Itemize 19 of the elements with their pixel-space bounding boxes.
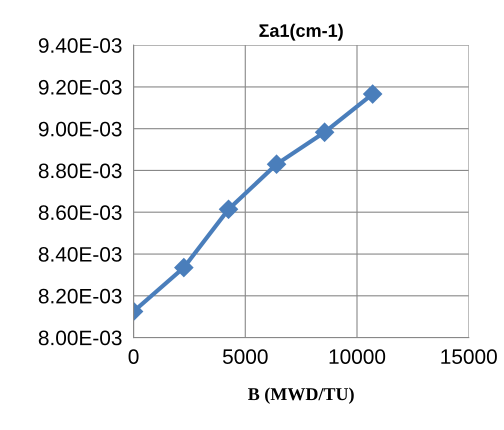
x-tick-label: 15000 bbox=[441, 349, 497, 364]
point bbox=[315, 122, 334, 142]
y-tick-label: 8.20E-03 bbox=[38, 288, 122, 304]
y-tick-label: 9.40E-03 bbox=[38, 38, 122, 53]
point bbox=[267, 154, 286, 174]
y-tick-label: 8.40E-03 bbox=[38, 247, 122, 262]
point bbox=[174, 258, 194, 278]
x-tick-label: 10000 bbox=[330, 349, 386, 364]
x-tick-label: 5000 bbox=[222, 349, 268, 364]
y-tick-label: 8.80E-03 bbox=[38, 163, 122, 178]
y-tick-label: 9.00E-03 bbox=[38, 122, 122, 136]
point bbox=[218, 200, 238, 219]
y-tick-label: 8.00E-03 bbox=[38, 330, 122, 346]
y-tick-label: 9.20E-03 bbox=[38, 80, 122, 95]
y-tick-label: 8.60E-03 bbox=[38, 205, 122, 220]
x-axis-title: B (MWD/TU) bbox=[248, 388, 354, 404]
chart-title: Σa1(cm-1) bbox=[259, 24, 343, 41]
x-tick-label: 0 bbox=[128, 349, 139, 364]
point bbox=[363, 84, 382, 104]
